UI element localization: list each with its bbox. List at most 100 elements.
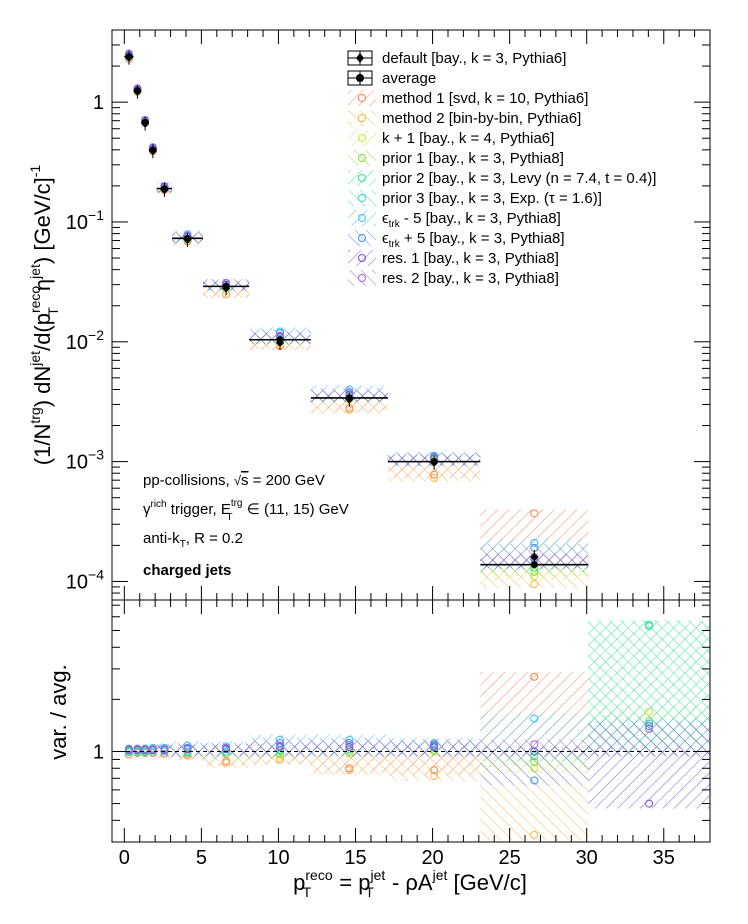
legend-entry-prior2: prior 2 [bay., k = 3, Levy (n = 7.4, t =… (348, 170, 656, 187)
ratio-marker-prior3-bin-2 (141, 748, 150, 757)
legend-swatch-res1 (348, 250, 376, 266)
spectrum-marker-prior1-bin-10 (530, 567, 539, 576)
spectrum-x-ticks (123, 30, 711, 600)
ratio-marker-res2-bin-7 (275, 741, 284, 750)
ratio-marker-prior1-bin-10 (530, 757, 539, 766)
x-tick-label-7: 35 (653, 847, 675, 869)
x-tick-label-6: 30 (576, 847, 598, 869)
legend-entry-prior1: prior 1 [bay., k = 3, Pythia8] (348, 150, 564, 167)
spectrum-average-default (124, 50, 589, 569)
spectrum-y-axis-title: (1/Ntrg) dNjet/d(preco T ηjet) [GeV/c]-1 (27, 165, 61, 466)
legend-marker-method1 (358, 94, 366, 102)
ratio-marker-trkm5-bin-11 (645, 719, 654, 728)
legend-label-average: average (382, 70, 436, 87)
legend-marker-default (356, 53, 364, 63)
legend-swatch-prior3 (348, 190, 376, 206)
legend-marker-prior2 (358, 174, 366, 182)
ratio-marker-trkp5-bin-11 (645, 722, 654, 731)
spectrum-y-tick-label-4: 10−4 (66, 566, 104, 593)
legend-label-default: default [bay., k = 3, Pythia6] (382, 50, 566, 67)
ratio-band-res1-bin-11 (588, 746, 710, 809)
ratio-marker-trkm5-bin-5 (183, 741, 192, 750)
annotation-trigger: γrich trigger, Etrg T ∈ (11, 15) GeV (143, 498, 349, 523)
legend-entry-method2: method 2 [bin-by-bin, Pythia6] (348, 110, 581, 127)
ratio-marker-kplus1-bin-10 (530, 764, 539, 773)
annotation-block: pp-collisions, √s = 200 GeV γrich trigge… (143, 472, 349, 579)
legend-marker-trkp5 (358, 234, 366, 242)
legend-entry-res1: res. 1 [bay., k = 3, Pythia8] (348, 250, 559, 267)
ratio-marker-method2-bin-6 (222, 758, 231, 767)
ratio-marker-prior3-bin-1 (133, 748, 142, 757)
legend-label-kplus1: k + 1 [bay., k = 4, Pythia6] (382, 130, 554, 147)
ratio-marker-method1-bin-10 (530, 672, 539, 681)
legend-label-trkm5: ϵtrk - 5 [bay., k = 3, Pythia8] (382, 210, 561, 230)
annotation-charged-jets: charged jets (143, 562, 231, 579)
x-tick-labels: 0 5 10 15 20 25 30 35 (119, 847, 675, 869)
ratio-band-res2-bin-7 (249, 740, 311, 757)
legend-swatch-res2 (348, 270, 376, 286)
ratio-marker-prior2-bin-8 (345, 745, 354, 754)
ratio-marker-prior2-bin-10 (530, 752, 539, 761)
ratio-y-axis-title: var. / avg. (46, 664, 71, 759)
ratio-y-ticks: 1 (93, 604, 710, 843)
ratio-panel: 1 var. / avg. (46, 599, 711, 843)
spectrum-average-point-bin-10 (530, 561, 538, 569)
ratio-marker-prior1-bin-11 (645, 717, 654, 725)
legend-marker-prior1 (358, 154, 366, 162)
x-axis-title: preco T = pjet T - ρAjet [GeV/c] (293, 867, 527, 900)
spectrum-marker-method1-bin-10 (530, 509, 539, 518)
ratio-marker-trkp5-bin-10 (530, 776, 539, 785)
ratio-marker-res2-bin-11 (645, 724, 654, 733)
ratio-marker-method2-bin-10 (530, 830, 539, 839)
ratio-marker-res2-bin-0 (124, 745, 133, 754)
legend-swatch-method1 (348, 90, 376, 106)
ratio-marker-trkm5-bin-10 (530, 714, 539, 723)
legend-marker-prior3 (358, 194, 366, 202)
ratio-marker-prior3-bin-0 (124, 748, 133, 757)
legend-entry-trkp5: ϵtrk + 5 [bay., k = 3, Pythia8] (348, 230, 565, 250)
ratio-marker-trkp5-bin-7 (275, 738, 284, 747)
legend-entry-kplus1: k + 1 [bay., k = 4, Pythia6] (348, 130, 554, 147)
ratio-marker-prior3-bin-11 (645, 620, 654, 629)
legend-marker-res1 (358, 254, 366, 262)
legend-swatch-method2 (348, 110, 376, 126)
ratio-marker-trkp5-bin-8 (345, 738, 354, 747)
spectrum-y-tick-label-2: 10−2 (66, 327, 104, 354)
legend-swatch-prior1 (348, 150, 376, 166)
legend-entry-default: default [bay., k = 3, Pythia6] (347, 50, 566, 67)
ratio-marker-res1-bin-8 (345, 743, 354, 752)
spectrum-marker-kplus1-bin-10 (530, 572, 539, 581)
legend-label-prior1: prior 1 [bay., k = 3, Pythia8] (382, 150, 564, 167)
legend-swatch-prior2 (348, 170, 376, 186)
annotation-jet-algorithm: anti-kT, R = 0.2 (143, 530, 243, 550)
ratio-marker-res2-bin-5 (183, 744, 192, 753)
ratio-marker-kplus1-bin-11 (645, 707, 654, 716)
x-tick-label-2: 10 (267, 847, 289, 869)
spectrum-marker-method2-bin-9 (430, 473, 439, 482)
ratio-marker-res2-bin-2 (141, 745, 150, 754)
legend-entry-average: average (347, 70, 436, 87)
ratio-marker-method1-bin-4 (160, 749, 169, 758)
legend-swatch-trkm5 (348, 210, 376, 226)
spectrum-panel: 1 10−1 10−2 10−3 10−4 (1/Ntrg) dNjet/d(preco… (27, 29, 711, 601)
legend-entry-res2: res. 2 [bay., k = 3, Pythia8] (348, 270, 559, 287)
ratio-marker-res2-bin-9 (430, 741, 439, 750)
x-tick-label-4: 20 (421, 847, 443, 869)
ratio-marker-res2-bin-4 (160, 745, 169, 754)
legend-label-method1: method 1 [svd, k = 10, Pythia6] (382, 90, 588, 107)
legend-marker-kplus1 (358, 134, 366, 142)
spectrum-marker-method1-bin-9 (430, 470, 439, 479)
ratio-marker-res2-bin-8 (345, 741, 354, 750)
legend-swatch-kplus1 (348, 130, 376, 146)
legend-marker-trkm5 (358, 214, 366, 222)
x-tick-label-0: 0 (119, 847, 130, 869)
legend-label-res1: res. 1 [bay., k = 3, Pythia8] (382, 250, 559, 267)
legend-marker-res2 (358, 274, 366, 282)
x-tick-label-3: 15 (344, 847, 366, 869)
legend-label-method2: method 2 [bin-by-bin, Pythia6] (382, 110, 581, 127)
legend-marker-method2 (358, 114, 366, 122)
legend-entry-prior3: prior 3 [bay., k = 3, Exp. (τ = 1.6)] (348, 190, 602, 207)
legend-label-prior2: prior 2 [bay., k = 3, Levy (n = 7.4, t =… (382, 170, 656, 187)
legend-label-res2: res. 2 [bay., k = 3, Pythia8] (382, 270, 559, 287)
